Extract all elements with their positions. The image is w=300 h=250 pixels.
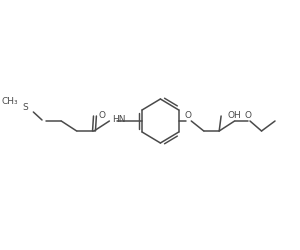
Text: OH: OH xyxy=(228,110,242,120)
Text: HN: HN xyxy=(112,114,126,124)
Text: O: O xyxy=(244,112,252,120)
Text: S: S xyxy=(23,104,28,112)
Text: O: O xyxy=(185,112,192,120)
Text: CH₃: CH₃ xyxy=(1,98,18,106)
Text: O: O xyxy=(98,110,105,120)
